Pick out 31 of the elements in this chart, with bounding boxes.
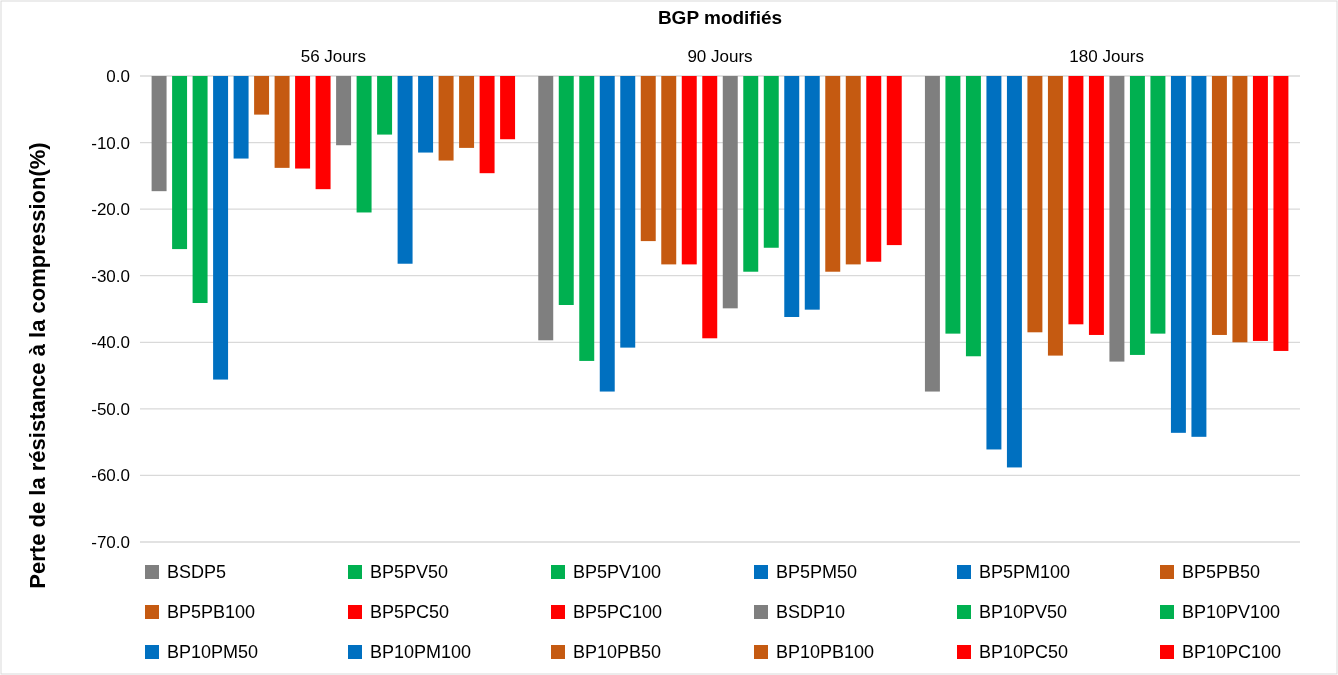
legend-label: BP5PM50 <box>776 562 858 582</box>
legend-label: BP5PC50 <box>370 602 450 622</box>
y-tick-label: -30.0 <box>91 266 130 286</box>
legend-label: BP5PB100 <box>167 602 256 622</box>
legend-label: BP10PB50 <box>573 642 662 662</box>
legend-label: BP10PM100 <box>370 642 472 662</box>
legend-label: BSDP10 <box>776 602 846 622</box>
y-axis-title: Perte de la résistance à la compression(%) <box>25 142 50 589</box>
y-tick-label: 0.0 <box>106 66 130 86</box>
y-tick-label: -20.0 <box>91 200 130 220</box>
y-tick-label: -60.0 <box>91 466 130 486</box>
legend-label: BP5PM100 <box>979 562 1071 582</box>
legend-label: BP5PV50 <box>370 562 449 582</box>
y-tick-label: -50.0 <box>91 399 130 419</box>
x-tick-label: 56 Jours <box>300 47 366 66</box>
legend-label: BP10PC50 <box>979 642 1069 662</box>
legend-label: BP10PV50 <box>979 602 1068 622</box>
legend-label: BP10PM50 <box>167 642 259 662</box>
legend-label: BP10PV100 <box>1182 602 1281 622</box>
legend-label: BP10PB100 <box>776 642 875 662</box>
y-tick-label: -10.0 <box>91 133 130 153</box>
legend-label: BP5PC100 <box>573 602 663 622</box>
legend-label: BSDP5 <box>167 562 227 582</box>
chart-title: BGP modifiés <box>657 7 783 28</box>
y-tick-label: -40.0 <box>91 333 130 353</box>
x-tick-label: 180 Jours <box>1069 47 1144 66</box>
legend-label: BP5PB50 <box>1182 562 1261 582</box>
legend-label: BP10PC100 <box>1182 642 1282 662</box>
legend-label: BP5PV100 <box>573 562 662 582</box>
x-tick-label: 90 Jours <box>687 47 753 66</box>
y-tick-label: -70.0 <box>91 532 130 552</box>
